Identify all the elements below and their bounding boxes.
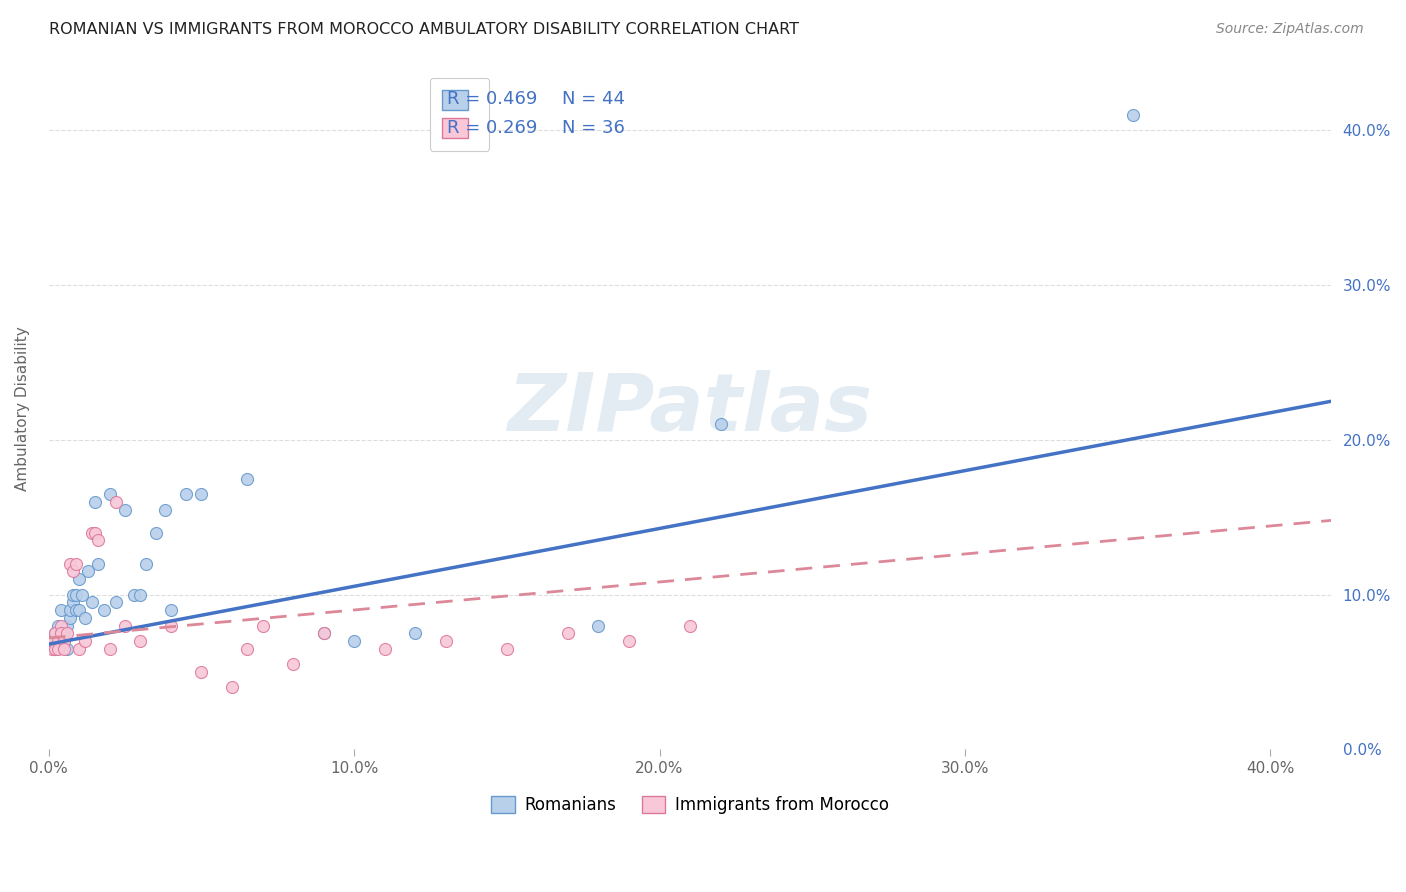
Point — [129, 588, 152, 602]
Point — [312, 626, 335, 640]
Point — [59, 603, 82, 617]
Point — [145, 525, 167, 540]
Point — [75, 611, 97, 625]
Text: R = 0.269: R = 0.269 — [447, 120, 537, 137]
Point — [53, 634, 76, 648]
Point — [86, 533, 108, 548]
Point — [44, 641, 66, 656]
Point — [404, 626, 426, 640]
Point — [343, 634, 366, 648]
Point — [98, 487, 121, 501]
Point — [59, 611, 82, 625]
Point — [56, 618, 79, 632]
Point — [679, 618, 702, 632]
Point — [160, 618, 183, 632]
Point — [495, 641, 517, 656]
Point — [59, 557, 82, 571]
Point — [252, 618, 274, 632]
Point — [44, 641, 66, 656]
Point — [86, 557, 108, 571]
Point — [135, 557, 157, 571]
Point — [53, 626, 76, 640]
Point — [41, 634, 63, 648]
Point — [46, 634, 69, 648]
Point — [114, 502, 136, 516]
Point — [190, 487, 212, 501]
Point — [236, 641, 259, 656]
Text: N = 36: N = 36 — [562, 120, 626, 137]
Point — [1122, 108, 1144, 122]
Point — [190, 665, 212, 679]
Point — [49, 626, 72, 640]
Point — [617, 634, 640, 648]
Point — [557, 626, 579, 640]
Text: N = 44: N = 44 — [562, 90, 626, 108]
Point — [46, 618, 69, 632]
Point — [93, 603, 115, 617]
Point — [374, 641, 396, 656]
Y-axis label: Ambulatory Disability: Ambulatory Disability — [15, 326, 30, 491]
Point — [49, 618, 72, 632]
Point — [62, 565, 84, 579]
Point — [129, 634, 152, 648]
Point — [104, 495, 127, 509]
Point — [77, 565, 100, 579]
Text: Source: ZipAtlas.com: Source: ZipAtlas.com — [1216, 22, 1364, 37]
Point — [67, 572, 90, 586]
Point — [67, 603, 90, 617]
Point — [41, 634, 63, 648]
Point — [62, 588, 84, 602]
Point — [46, 641, 69, 656]
Point — [83, 525, 105, 540]
Point — [312, 626, 335, 640]
Point — [62, 595, 84, 609]
Point — [83, 495, 105, 509]
Point — [65, 588, 87, 602]
Point — [65, 557, 87, 571]
Point — [80, 525, 103, 540]
Point — [98, 641, 121, 656]
Point — [44, 626, 66, 640]
Point — [588, 618, 610, 632]
Point — [53, 641, 76, 656]
Point — [153, 502, 176, 516]
Text: ZIPatlas: ZIPatlas — [508, 370, 873, 448]
Point — [75, 634, 97, 648]
Point — [53, 634, 76, 648]
Point — [221, 681, 243, 695]
Point — [114, 618, 136, 632]
Point — [434, 634, 457, 648]
Point — [46, 634, 69, 648]
Point — [49, 626, 72, 640]
Point — [41, 641, 63, 656]
Point — [67, 641, 90, 656]
Point — [281, 657, 304, 672]
Text: ROMANIAN VS IMMIGRANTS FROM MOROCCO AMBULATORY DISABILITY CORRELATION CHART: ROMANIAN VS IMMIGRANTS FROM MOROCCO AMBU… — [49, 22, 799, 37]
Point — [56, 626, 79, 640]
Point — [56, 641, 79, 656]
Point — [710, 417, 733, 432]
Point — [174, 487, 197, 501]
Point — [65, 603, 87, 617]
Point — [72, 588, 94, 602]
Point — [44, 626, 66, 640]
Point — [160, 603, 183, 617]
Legend: Romanians, Immigrants from Morocco: Romanians, Immigrants from Morocco — [484, 788, 897, 822]
Point — [80, 595, 103, 609]
Point — [122, 588, 145, 602]
Point — [236, 472, 259, 486]
Text: R = 0.469: R = 0.469 — [447, 90, 537, 108]
Point — [49, 603, 72, 617]
Point — [104, 595, 127, 609]
